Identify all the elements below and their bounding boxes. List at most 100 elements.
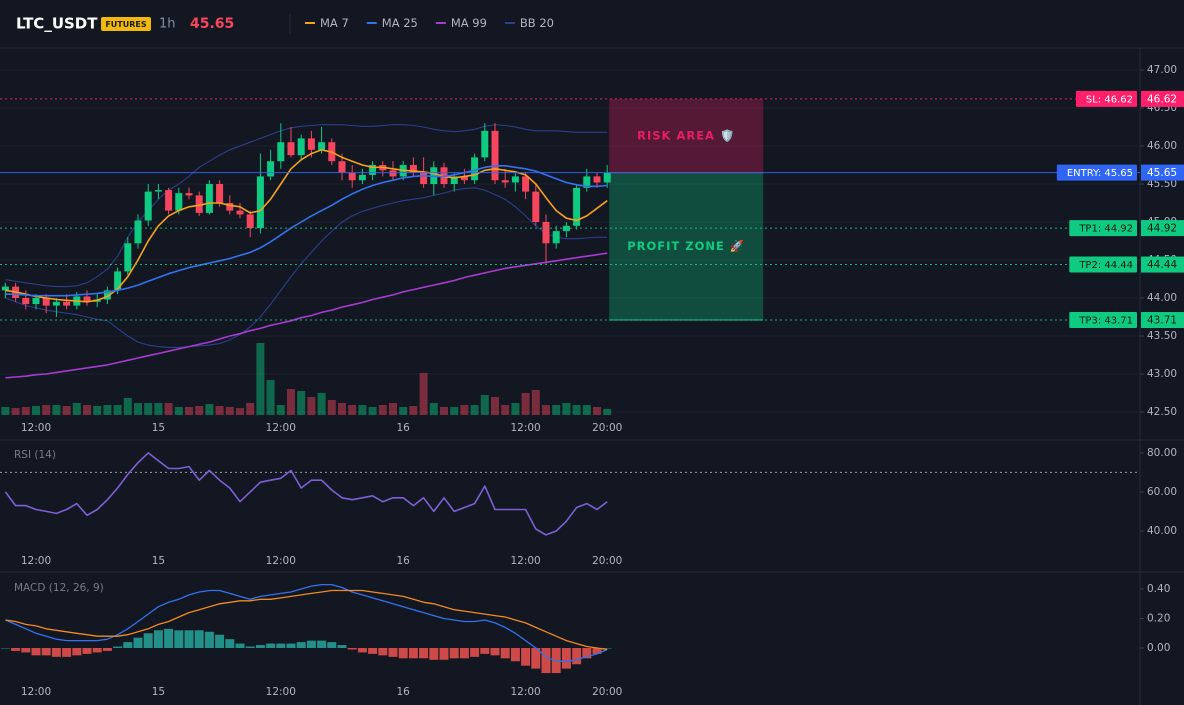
candle-body xyxy=(42,297,50,306)
histogram-bar xyxy=(92,647,102,653)
candle-body xyxy=(165,190,173,211)
candle-body xyxy=(318,142,326,150)
histogram-bar xyxy=(286,643,296,648)
legend-label[interactable]: MA 99 xyxy=(451,16,487,30)
histogram-bar xyxy=(133,637,143,648)
candle-body xyxy=(603,172,611,183)
x-tick-label: 12:00 xyxy=(21,422,51,434)
volume-bar xyxy=(511,403,520,415)
candle-body xyxy=(83,296,91,302)
histogram-bar xyxy=(194,630,204,648)
level-tag: TP1: 44.92 xyxy=(1078,224,1133,235)
price-tag-bg xyxy=(1141,312,1184,329)
volume-bar xyxy=(399,407,408,415)
y-tick-label: 43.50 xyxy=(1147,330,1177,342)
x-tick-label: 20:00 xyxy=(592,422,622,434)
volume-bar xyxy=(225,407,234,415)
price-tag: 44.92 xyxy=(1147,223,1177,235)
candle-body xyxy=(307,138,315,150)
volume-bar xyxy=(103,405,112,415)
histogram-bar xyxy=(11,647,21,651)
volume-bar xyxy=(480,395,489,415)
volume-bar xyxy=(297,391,306,415)
candle-body xyxy=(144,191,152,221)
legend-label[interactable]: BB 20 xyxy=(520,16,554,30)
y-tick-label: 44.00 xyxy=(1147,292,1177,304)
histogram-bar xyxy=(470,647,480,657)
histogram-bar xyxy=(174,630,184,648)
candle-body xyxy=(63,301,71,306)
histogram-bar xyxy=(510,647,520,662)
legend-label[interactable]: MA 7 xyxy=(320,16,349,30)
volume-bar xyxy=(174,407,183,415)
badge-bg xyxy=(101,17,151,31)
y-tick-label: 0.20 xyxy=(1147,613,1170,625)
histogram-bar xyxy=(204,631,214,648)
histogram-bar xyxy=(357,647,367,653)
volume-bar xyxy=(93,406,102,415)
histogram-bar xyxy=(123,642,133,648)
candle-body xyxy=(593,176,601,183)
x-tick-label: 16 xyxy=(397,422,411,434)
histogram-bar xyxy=(51,647,61,657)
x-tick-label: 12:00 xyxy=(21,686,51,698)
x-tick-label: 12:00 xyxy=(510,686,540,698)
zone xyxy=(609,98,764,173)
candle-body xyxy=(501,180,509,183)
level-tag: SL: 46.62 xyxy=(1086,94,1133,105)
candle-body xyxy=(348,172,356,181)
histogram-bar xyxy=(235,643,245,648)
legend-label[interactable]: MA 25 xyxy=(382,16,418,30)
price-tag: 43.71 xyxy=(1147,315,1177,327)
x-tick-label: 15 xyxy=(152,555,165,567)
level-tag: TP2: 44.44 xyxy=(1078,260,1133,271)
volume-bar xyxy=(552,405,561,415)
volume-bar xyxy=(572,405,581,415)
price-tag-bg xyxy=(1141,220,1184,237)
histogram-bar xyxy=(388,647,398,657)
volume-bar xyxy=(389,403,397,415)
histogram-bar xyxy=(398,647,408,659)
volume-bar xyxy=(52,405,61,415)
histogram-bar xyxy=(582,647,592,659)
volume-bar xyxy=(460,405,469,415)
x-tick-label: 15 xyxy=(152,422,165,434)
y-tick-label: 0.40 xyxy=(1147,583,1170,595)
price-tag: 44.44 xyxy=(1147,259,1177,271)
candle-body xyxy=(226,203,234,211)
histogram-bar xyxy=(72,647,82,656)
y-tick-label: 45.50 xyxy=(1147,178,1177,190)
candle-body xyxy=(471,157,479,181)
candle-body xyxy=(52,301,60,306)
histogram-bar xyxy=(337,645,347,648)
volume-bar xyxy=(154,403,163,415)
candle-body xyxy=(154,190,162,192)
level-tag-bg xyxy=(1069,256,1137,273)
level-tag-bg xyxy=(1056,164,1137,181)
candle-body xyxy=(205,184,213,213)
histogram-bar xyxy=(306,640,316,648)
y-tick-label: 43.00 xyxy=(1147,368,1177,380)
volume-bar xyxy=(134,403,142,415)
x-tick-label: 12:00 xyxy=(266,422,296,434)
histogram-bar xyxy=(21,647,31,653)
zone-label: RISK AREA 🛡️ xyxy=(637,128,735,142)
volume-bar xyxy=(42,405,51,415)
volume-bar xyxy=(440,407,448,415)
x-tick-label: 20:00 xyxy=(592,555,622,567)
histogram-bar xyxy=(480,647,490,654)
candle-body xyxy=(236,210,244,215)
last-price: 45.65 xyxy=(190,16,234,32)
candle-body xyxy=(32,297,40,305)
symbol: LTC_USDT xyxy=(16,15,98,33)
x-tick-label: 12:00 xyxy=(266,555,296,567)
x-tick-label: 12:00 xyxy=(510,422,540,434)
volume-bar xyxy=(72,403,81,415)
volume-bar xyxy=(205,404,214,415)
x-tick-label: 16 xyxy=(397,686,411,698)
interval[interactable]: 1h xyxy=(159,17,176,32)
x-tick-label: 12:00 xyxy=(510,555,540,567)
macd-line xyxy=(5,583,608,662)
candle-body xyxy=(185,193,193,196)
volume-bar xyxy=(276,405,285,415)
